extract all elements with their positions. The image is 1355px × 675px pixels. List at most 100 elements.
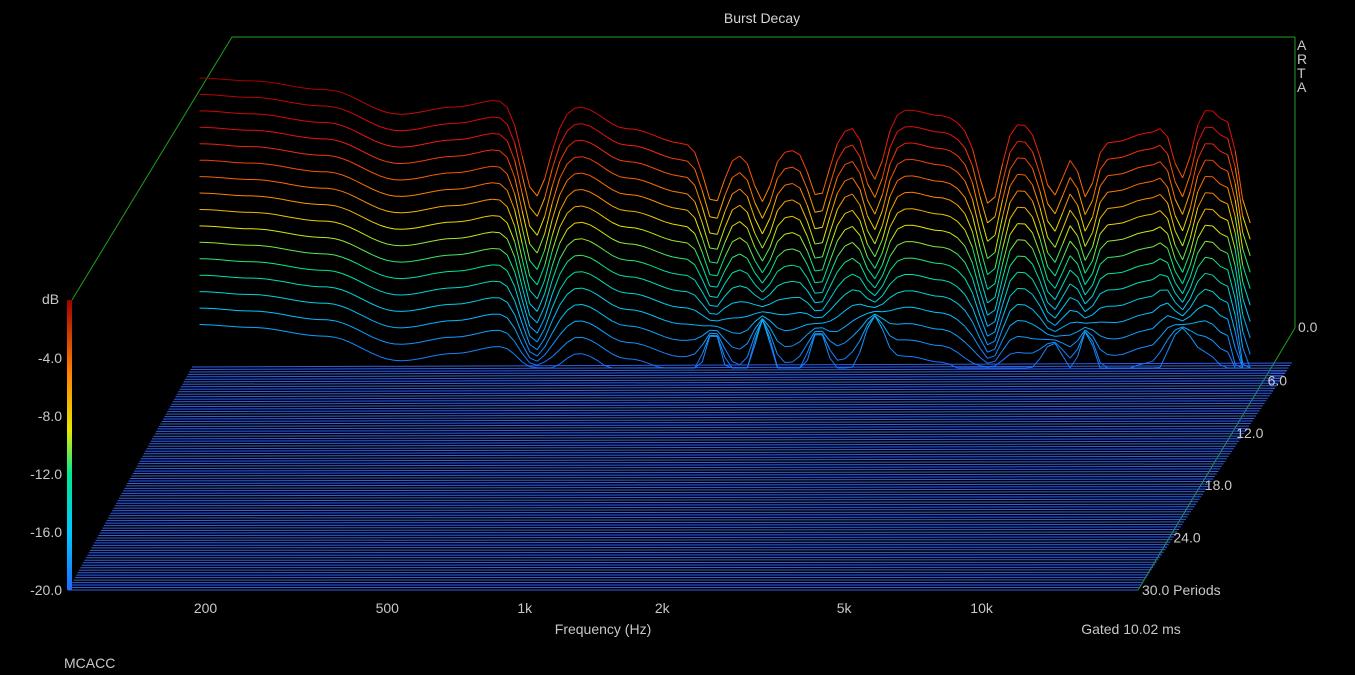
decay-slice-segment	[702, 329, 711, 337]
decay-slice-segment	[694, 185, 703, 208]
decay-slice-segment	[1219, 117, 1228, 123]
decay-slice-segment	[1092, 278, 1101, 297]
decay-slice-segment	[1167, 289, 1176, 303]
decay-slice-segment	[1159, 242, 1168, 249]
decay-slice-segment	[1122, 318, 1131, 322]
decay-slice-segment	[1017, 320, 1026, 322]
decay-slice-segment	[432, 124, 440, 127]
decay-slice-segment	[514, 241, 523, 274]
decay-slice-segment	[371, 303, 380, 308]
decay-slice-segment	[1039, 253, 1049, 280]
decay-slice-segment	[619, 324, 628, 327]
decay-slice-segment	[672, 256, 680, 259]
decay-slice-segment	[1047, 184, 1056, 196]
decay-slice-segment	[814, 242, 823, 245]
decay-slice-segment	[611, 238, 621, 243]
decay-slice-segment	[687, 339, 695, 341]
decay-slice-segment	[1167, 315, 1176, 319]
decay-slice-segment	[611, 156, 621, 161]
decay-slice-segment	[732, 221, 741, 227]
decay-slice-segment	[1107, 338, 1116, 340]
decay-slice-segment	[582, 172, 590, 176]
floor-line	[125, 483, 1210, 487]
decay-slice-segment	[957, 286, 966, 295]
decay-slice-segment	[627, 177, 635, 180]
decay-slice-segment	[694, 294, 703, 305]
decay-slice-segment	[341, 289, 350, 294]
decay-slice-segment	[1137, 297, 1146, 300]
frequency-tick-label: 200	[194, 600, 218, 616]
decay-slice-segment	[746, 179, 756, 203]
decay-slice-segment	[806, 250, 816, 272]
decay-slice-segment	[574, 271, 583, 273]
decay-slice-segment	[1024, 239, 1033, 249]
decay-slice-segment	[1009, 271, 1018, 282]
decay-slice-segment	[664, 352, 673, 356]
decay-slice-segment	[1054, 326, 1063, 333]
decay-slice-segment	[1159, 144, 1168, 155]
decay-slice-segment	[432, 304, 440, 308]
decay-slice-segment	[266, 147, 275, 150]
period-tick-label: 12.0	[1236, 425, 1263, 441]
decay-slice-segment	[1092, 345, 1101, 369]
decay-slice-segment	[934, 311, 943, 314]
decay-slice-segment	[551, 274, 561, 295]
decay-slice-segment	[821, 216, 831, 243]
decay-slice-segment	[1024, 174, 1033, 186]
decay-slice-segment	[1032, 200, 1041, 224]
decay-slice-segment	[1189, 267, 1199, 289]
decay-slice-segment	[589, 273, 598, 279]
decay-slice-segment	[544, 332, 553, 348]
decay-slice-segment	[1054, 307, 1064, 319]
decay-slice-segment	[409, 292, 418, 295]
decay-slice-segment	[957, 303, 966, 311]
decay-slice-segment	[912, 290, 921, 293]
decay-slice-segment	[649, 231, 658, 236]
decay-slice-segment	[432, 222, 440, 226]
decay-slice-segment	[289, 233, 298, 236]
decay-slice-segment	[994, 329, 1003, 350]
decay-slice-segment	[484, 248, 493, 251]
decay-slice-segment	[214, 176, 223, 179]
decay-slice-segment	[754, 260, 763, 274]
decay-slice-segment	[784, 361, 793, 363]
decay-slice-segment	[221, 193, 230, 196]
decay-slice-segment	[326, 122, 335, 124]
decay-slice-segment	[259, 179, 268, 181]
decay-slice-segment	[589, 191, 598, 197]
decay-slice-segment	[821, 260, 831, 282]
decay-slice-segment	[387, 325, 395, 329]
decay-slice-segment	[1212, 127, 1221, 136]
decay-slice-segment	[897, 274, 906, 278]
decay-slice-segment	[484, 231, 493, 234]
decay-slice-segment	[589, 207, 598, 213]
decay-slice-segment	[769, 271, 778, 285]
decay-slice-segment	[687, 353, 695, 357]
decay-slice-segment	[1144, 328, 1153, 331]
decay-slice-segment	[649, 133, 658, 138]
decay-slice-segment	[769, 338, 778, 368]
frame-left-diagonal	[71, 36, 233, 301]
floor-line	[138, 460, 1226, 465]
decay-slice-segment	[634, 276, 643, 280]
decay-slice-segment	[829, 357, 838, 369]
decay-slice-segment	[1144, 295, 1153, 299]
decay-slice-segment	[402, 129, 410, 132]
decay-slice-segment	[506, 332, 516, 342]
decay-slice-segment	[709, 216, 718, 219]
decay-slice-segment	[259, 228, 268, 231]
decay-slice-segment	[582, 238, 590, 242]
decay-slice-segment	[754, 272, 763, 284]
floor-line	[132, 471, 1219, 474]
decay-slice-segment	[229, 260, 238, 262]
decay-slice-segment	[679, 274, 688, 276]
decay-slice-segment	[499, 199, 508, 208]
decay-slice-segment	[897, 192, 906, 198]
decay-slice-segment	[979, 247, 988, 275]
decay-slice-segment	[1024, 272, 1033, 280]
decay-slice-segment	[927, 310, 936, 313]
decay-slice-segment	[732, 237, 741, 243]
decay-slice-segment	[777, 313, 785, 316]
decay-slice-segment	[221, 78, 230, 81]
decay-slice-segment	[304, 252, 313, 254]
